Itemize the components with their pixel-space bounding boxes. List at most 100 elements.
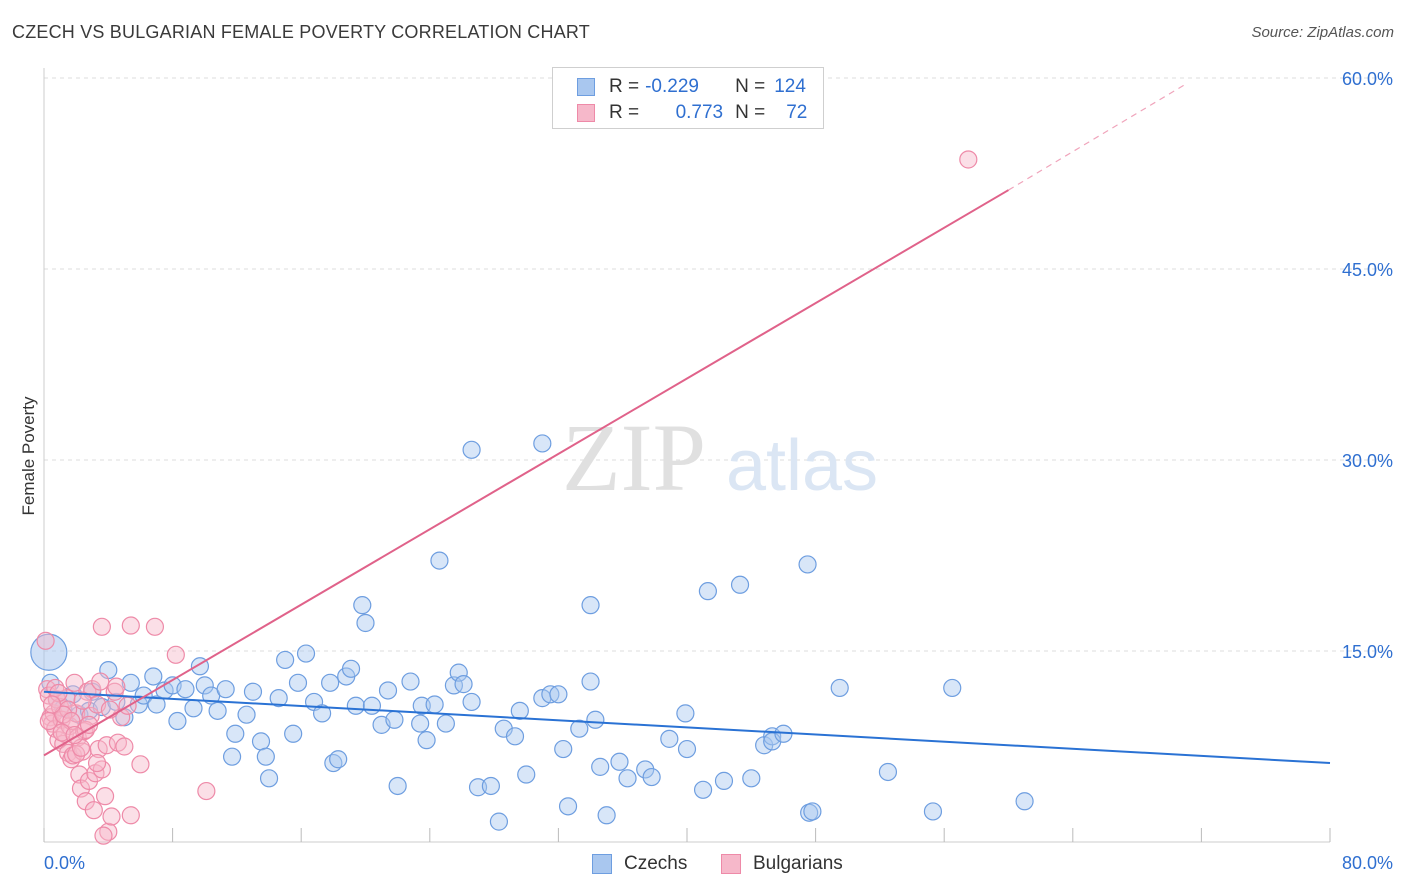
bulgarian-point <box>145 617 165 636</box>
bulgarian-point <box>95 787 115 806</box>
czech-point <box>430 551 449 570</box>
czech-point <box>676 704 695 723</box>
r-label: R = <box>609 102 640 123</box>
r-value: -0.229 <box>645 76 699 97</box>
czech-point <box>296 644 316 663</box>
czech-point <box>284 724 303 743</box>
czech-point <box>412 696 431 715</box>
czech-point <box>385 710 404 729</box>
czech-point <box>558 797 578 816</box>
czech-point <box>586 710 605 729</box>
czech-point <box>798 555 817 574</box>
czech-point <box>1015 792 1034 811</box>
legend-item-bulgarians[interactable]: Bulgarians <box>721 850 843 878</box>
czech-point <box>581 672 600 691</box>
czech-point <box>425 695 444 714</box>
bulgarian-point <box>59 700 78 719</box>
czech-point <box>878 762 898 782</box>
y-tick-label: 45.0% <box>1342 260 1393 280</box>
bulgarian-point <box>70 765 89 784</box>
czech-point <box>636 760 655 779</box>
n-label: N = <box>735 76 766 97</box>
czech-point <box>144 667 163 686</box>
czech-point <box>943 678 962 698</box>
n-value: 72 <box>786 102 808 123</box>
czech-point <box>147 695 166 714</box>
legend-item-czechs[interactable]: Czechs <box>592 850 687 878</box>
czech-point <box>517 765 536 784</box>
czech-point <box>742 769 761 788</box>
czech-point <box>923 802 943 821</box>
czech-points <box>30 434 1034 831</box>
czech-point <box>168 711 187 731</box>
y-axis-label: Female Poverty <box>19 396 38 516</box>
bulgarian-point <box>197 781 216 801</box>
czech-point <box>454 675 473 694</box>
czech-trend-line <box>43 690 1331 765</box>
czech-point <box>259 769 279 788</box>
legend-row-bulgarians: R = 0.773 N = 72 <box>577 101 807 125</box>
czech-point <box>378 681 398 700</box>
watermark-zip: ZIP <box>562 404 706 511</box>
bulgarian-point <box>65 673 84 692</box>
czech-point <box>312 704 332 723</box>
czech-point <box>698 582 717 601</box>
czech-point <box>362 696 382 715</box>
czech-point <box>346 696 365 715</box>
bulgarian-point <box>107 677 126 696</box>
czech-point <box>505 727 525 746</box>
czech-point <box>216 680 235 699</box>
czech-point <box>121 673 140 692</box>
grid-lines <box>44 77 1395 652</box>
watermark: ZIP atlas <box>562 404 878 511</box>
czech-point <box>276 650 295 670</box>
chart-title: CZECH VS BULGARIAN FEMALE POVERTY CORREL… <box>12 22 590 42</box>
czech-point <box>256 747 275 766</box>
bulgarian-trend-line <box>43 189 1010 757</box>
czech-point <box>417 731 436 750</box>
czech-point <box>30 633 68 671</box>
tick-labels: 15.0% 30.0% 45.0% 60.0% 0.0% 80.0% <box>44 69 1393 873</box>
czech-point <box>208 701 227 720</box>
bulgarian-point <box>131 755 150 774</box>
r-value: 0.773 <box>675 102 724 123</box>
czech-point <box>591 757 610 776</box>
bulgarian-point <box>959 150 978 169</box>
czech-legend-swatch <box>592 854 612 874</box>
bulgarian-point <box>91 672 110 691</box>
axes <box>43 68 1331 843</box>
bulgarian-trend-extension <box>1008 83 1186 191</box>
czech-point <box>803 802 822 821</box>
n-value: 124 <box>774 76 806 97</box>
czech-point <box>468 778 488 797</box>
czech-point <box>449 663 468 682</box>
bulgarian-point <box>36 631 55 650</box>
bulgarian-point <box>102 807 121 826</box>
stats-legend: R = -0.229 N = 124 R = 0.773 N = 72 <box>552 67 824 129</box>
czech-point <box>356 613 375 633</box>
x-tick-label: 80.0% <box>1342 853 1393 873</box>
y-tick-label: 60.0% <box>1342 69 1393 89</box>
czech-point <box>401 672 420 691</box>
czech-point <box>329 750 348 769</box>
bulgarian-point <box>42 695 62 714</box>
czech-point <box>830 678 849 698</box>
czech-point <box>677 739 697 759</box>
bulgarian-legend-label: Bulgarians <box>753 853 843 874</box>
czech-point <box>269 689 288 708</box>
czech-point <box>341 659 361 678</box>
y-tick-label: 15.0% <box>1342 642 1393 662</box>
czech-point <box>549 685 568 704</box>
czech-point <box>510 701 529 720</box>
x-tick-label: 0.0% <box>44 853 85 873</box>
bulgarian-point <box>78 682 97 701</box>
czech-point <box>462 692 481 712</box>
czech-point <box>660 729 679 748</box>
czech-point <box>321 673 340 692</box>
bulgarian-point <box>166 645 185 664</box>
czech-point <box>581 596 600 615</box>
n-label: N = <box>735 102 766 123</box>
czech-point <box>222 747 242 766</box>
legend-row-czechs: R = -0.229 N = 124 <box>577 75 806 99</box>
